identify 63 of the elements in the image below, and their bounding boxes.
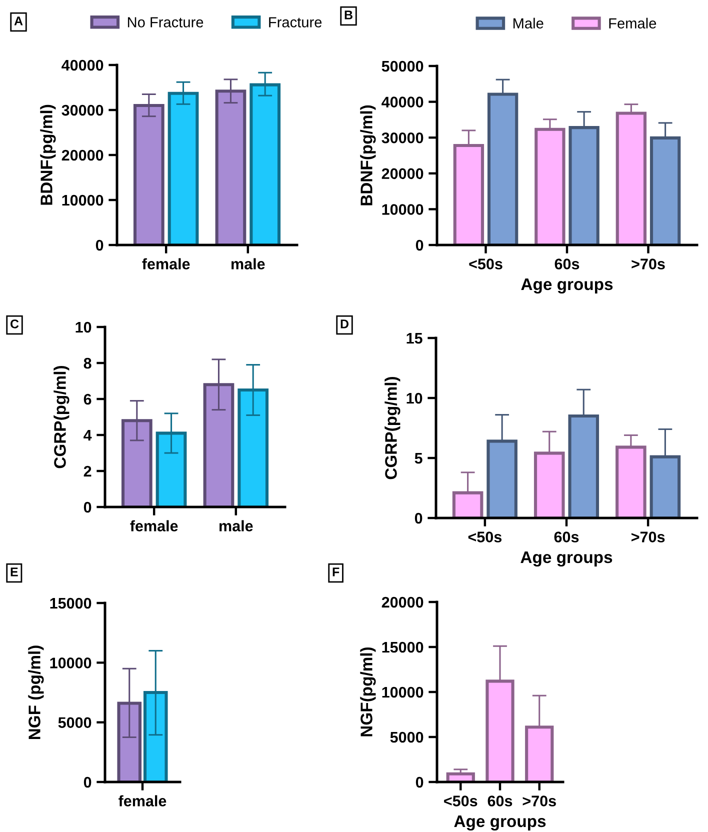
y-tick-label: 50000	[382, 60, 424, 72]
y-tick-label: 15000	[382, 642, 424, 653]
y-tick-label: 6	[84, 394, 92, 405]
y-tick-label: 15000	[50, 598, 92, 609]
y-tick-label: 10000	[382, 686, 424, 698]
x-tick-label: male	[220, 520, 253, 532]
x-tick-label: female	[118, 795, 166, 806]
x-tick-label: >70s	[522, 796, 556, 806]
y-tick-label: 0	[84, 502, 92, 513]
x-axis-title: Age groups	[454, 816, 546, 831]
y-tick-label: 8	[84, 358, 92, 369]
y-tick-label: 10000	[62, 194, 104, 206]
y-tick-label: 20000	[382, 168, 424, 180]
legend-label: Fracture	[269, 17, 322, 28]
y-tick-label: 30000	[62, 104, 104, 116]
y-tick-label: 40000	[62, 60, 104, 71]
y-tick-label: 2	[84, 466, 92, 477]
y-tick-label: 0	[416, 240, 424, 251]
legend-label: Male	[513, 18, 544, 29]
x-tick-label: <50s	[469, 258, 502, 270]
x-tick-label: <50s	[468, 532, 502, 542]
y-axis-title: NGF (pg/ml)	[28, 646, 44, 740]
y-tick-label: 15	[406, 333, 422, 344]
y-tick-label: 0	[96, 240, 104, 251]
y-tick-label: 0	[414, 512, 422, 524]
legend-label: Female	[609, 18, 656, 29]
y-tick-label: 0	[84, 776, 92, 788]
y-axis-title: NGF(pg/ml)	[360, 647, 376, 736]
y-axis-title: CGRP(pg/ml)	[54, 366, 70, 468]
x-axis-title: Age groups	[521, 278, 613, 294]
y-tick-label: 20000	[62, 150, 104, 161]
text: C	[10, 320, 19, 328]
y-tick-label: 5	[414, 453, 422, 464]
y-axis-title: BDNF(pg/ml)	[40, 104, 56, 205]
text: E	[10, 568, 18, 576]
y-tick-label: 4	[84, 430, 92, 441]
y-axis-title: CGRP(pg/ml)	[384, 376, 400, 480]
y-tick-label: 10000	[50, 658, 92, 668]
y-tick-label: 10000	[382, 204, 424, 215]
y-tick-label: 5000	[58, 717, 92, 728]
x-tick-label: male	[232, 258, 265, 270]
y-tick-label: 5000	[390, 732, 424, 743]
text: D	[340, 320, 348, 328]
text: B	[344, 10, 352, 20]
x-tick-label: <50s	[444, 796, 478, 806]
x-tick-label: >70s	[632, 532, 665, 542]
x-tick-label: female	[142, 258, 190, 270]
text: A	[14, 16, 23, 26]
x-tick-label: 60s	[488, 796, 512, 806]
y-tick-label: 10	[406, 392, 422, 404]
text: F	[332, 568, 340, 576]
x-tick-label: female	[130, 520, 178, 532]
y-axis-title: BDNF(pg/ml)	[360, 105, 376, 206]
y-tick-label: 20000	[382, 596, 424, 608]
x-axis-title: Age groups	[520, 552, 612, 567]
legend-label: No Fracture	[128, 17, 204, 28]
x-tick-label: 60s	[554, 532, 579, 542]
y-tick-label: 10	[76, 322, 92, 333]
y-tick-label: 0	[416, 776, 424, 788]
x-tick-label: 60s	[554, 258, 580, 270]
x-tick-label: >70s	[632, 258, 665, 270]
y-tick-label: 30000	[382, 132, 424, 144]
y-tick-label: 40000	[382, 96, 424, 108]
